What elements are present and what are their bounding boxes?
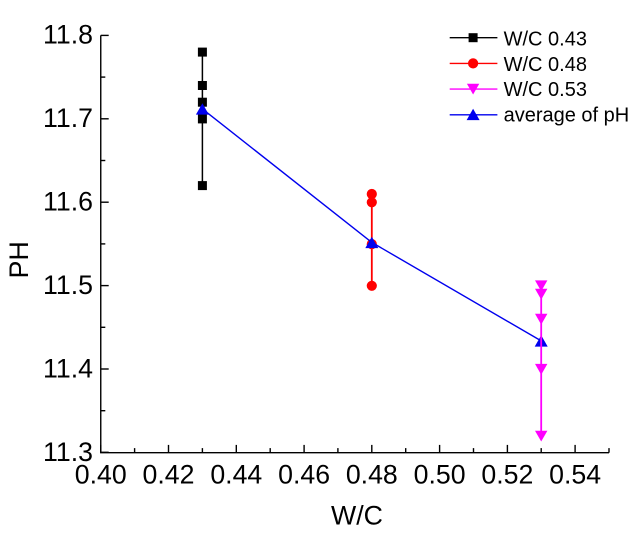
svg-text:W/C 0.48: W/C 0.48 xyxy=(504,54,587,76)
svg-text:W/C 0.53: W/C 0.53 xyxy=(504,79,587,101)
svg-text:11.4: 11.4 xyxy=(43,354,93,384)
svg-text:0.40: 0.40 xyxy=(75,459,127,489)
svg-text:0.54: 0.54 xyxy=(549,459,601,489)
svg-text:11.7: 11.7 xyxy=(43,103,93,133)
svg-text:average of pH: average of pH xyxy=(504,105,630,127)
svg-text:0.50: 0.50 xyxy=(414,459,466,489)
svg-text:0.48: 0.48 xyxy=(346,459,398,489)
svg-text:11.6: 11.6 xyxy=(43,187,93,217)
svg-text:W/C 0.43: W/C 0.43 xyxy=(504,29,587,51)
svg-text:PH: PH xyxy=(4,241,34,278)
svg-text:0.46: 0.46 xyxy=(278,459,330,489)
svg-text:11.3: 11.3 xyxy=(43,437,93,467)
svg-text:11.5: 11.5 xyxy=(43,270,93,300)
svg-text:11.8: 11.8 xyxy=(43,19,93,49)
svg-text:0.44: 0.44 xyxy=(210,459,262,489)
svg-text:0.52: 0.52 xyxy=(481,459,533,489)
svg-text:0.42: 0.42 xyxy=(143,459,195,489)
svg-text:W/C: W/C xyxy=(331,501,383,531)
